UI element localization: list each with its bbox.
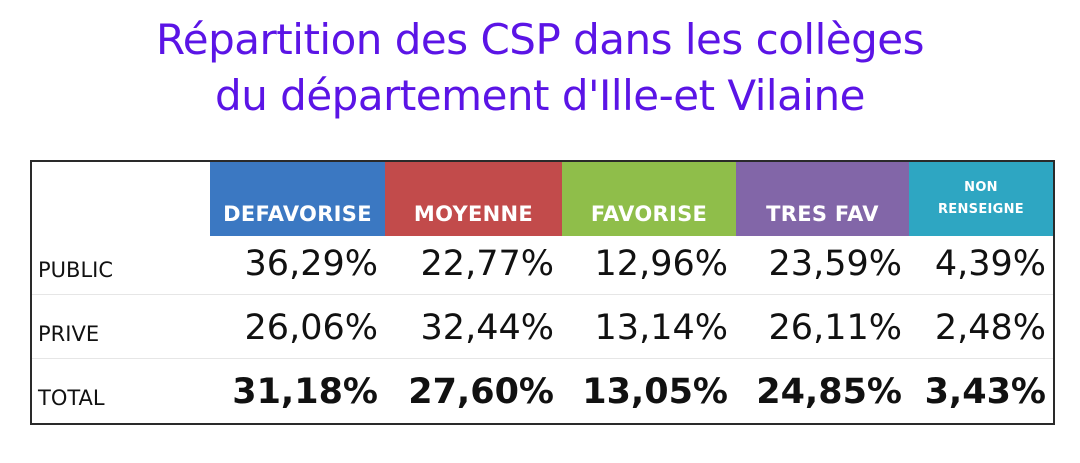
cell-prive-tres-fav: 26,11% — [768, 308, 902, 348]
csp-table: DEFAVORISE MOYENNE FAVORISE TRES FAV NON… — [30, 160, 1055, 425]
header-tres-fav: TRES FAV — [736, 162, 909, 236]
cell-total-tres-fav: 24,85% — [756, 372, 902, 412]
header-non-renseigne-line-2: RENSEIGNE — [938, 202, 1024, 217]
title-line-2: du département d'Ille-et Vilaine — [215, 71, 865, 120]
cell-prive-favorise: 13,14% — [594, 308, 728, 348]
cell-public-moyenne: 22,77% — [420, 244, 554, 284]
row-label-prive: PRIVE — [38, 322, 100, 346]
cell-public-tres-fav: 23,59% — [768, 244, 902, 284]
cell-public-defavorise: 36,29% — [244, 244, 378, 284]
cell-prive-defavorise: 26,06% — [244, 308, 378, 348]
cell-total-moyenne: 27,60% — [408, 372, 554, 412]
cell-total-defavorise: 31,18% — [232, 372, 378, 412]
cell-total-favorise: 13,05% — [582, 372, 728, 412]
header-non-renseigne: NON RENSEIGNE — [909, 162, 1053, 236]
row-label-public: PUBLIC — [38, 258, 113, 282]
cell-prive-non-renseigne: 2,48% — [934, 308, 1046, 348]
header-defavorise: DEFAVORISE — [210, 162, 385, 236]
header-moyenne: MOYENNE — [385, 162, 562, 236]
cell-total-non-renseigne: 3,43% — [924, 372, 1046, 412]
header-favorise: FAVORISE — [562, 162, 736, 236]
page-title: Répartition des CSP dans les collèges du… — [0, 12, 1080, 124]
title-line-1: Répartition des CSP dans les collèges — [156, 15, 924, 64]
cell-public-favorise: 12,96% — [594, 244, 728, 284]
cell-prive-moyenne: 32,44% — [420, 308, 554, 348]
row-divider — [32, 358, 1053, 359]
row-label-total: TOTAL — [38, 386, 105, 410]
cell-public-non-renseigne: 4,39% — [934, 244, 1046, 284]
header-non-renseigne-line-1: NON — [964, 180, 998, 195]
row-divider — [32, 294, 1053, 295]
